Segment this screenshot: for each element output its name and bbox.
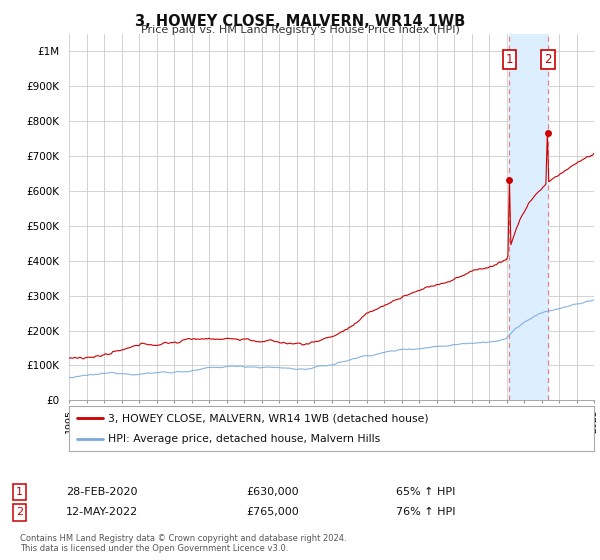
Text: 3, HOWEY CLOSE, MALVERN, WR14 1WB: 3, HOWEY CLOSE, MALVERN, WR14 1WB — [135, 14, 465, 29]
Text: 3, HOWEY CLOSE, MALVERN, WR14 1WB (detached house): 3, HOWEY CLOSE, MALVERN, WR14 1WB (detac… — [109, 413, 429, 423]
Text: Price paid vs. HM Land Registry's House Price Index (HPI): Price paid vs. HM Land Registry's House … — [140, 25, 460, 35]
Text: Contains HM Land Registry data © Crown copyright and database right 2024.
This d: Contains HM Land Registry data © Crown c… — [20, 534, 346, 553]
Text: £630,000: £630,000 — [246, 487, 299, 497]
Text: 12-MAY-2022: 12-MAY-2022 — [66, 507, 138, 517]
Text: 1: 1 — [16, 487, 23, 497]
Text: 65% ↑ HPI: 65% ↑ HPI — [396, 487, 455, 497]
Bar — [509, 34, 548, 400]
Text: 2: 2 — [16, 507, 23, 517]
Text: 2: 2 — [544, 53, 552, 66]
Text: £765,000: £765,000 — [246, 507, 299, 517]
Text: HPI: Average price, detached house, Malvern Hills: HPI: Average price, detached house, Malv… — [109, 433, 380, 444]
Text: 28-FEB-2020: 28-FEB-2020 — [66, 487, 137, 497]
Text: 1: 1 — [506, 53, 513, 66]
Text: 76% ↑ HPI: 76% ↑ HPI — [396, 507, 455, 517]
